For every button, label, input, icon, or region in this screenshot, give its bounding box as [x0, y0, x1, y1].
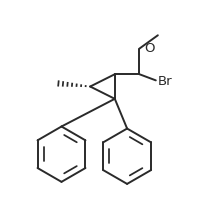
Text: O: O: [144, 42, 154, 55]
Text: Br: Br: [157, 75, 172, 88]
